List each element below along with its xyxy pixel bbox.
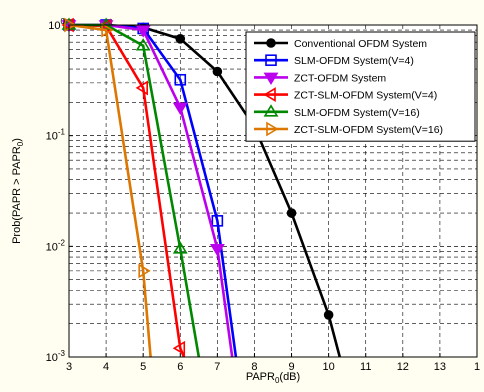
legend: Conventional OFDM System SLM-OFDM System(…: [245, 31, 476, 142]
legend-entry: ZCT-SLM-OFDM System(V=4): [254, 87, 437, 103]
data-point: [174, 73, 187, 86]
x-axis-label-main: PAPR: [246, 371, 275, 383]
legend-entry: SLM-OFDM System(V=4): [254, 54, 414, 67]
legend-marker: [265, 54, 277, 67]
data-point: [172, 340, 186, 356]
data-point: [175, 34, 186, 44]
x-tick-label: 3: [66, 361, 72, 373]
y-axis-label-main: Prob(PAPR > PAPR: [11, 146, 23, 244]
legend-entry: SLM-OFDM System(V=16): [254, 104, 420, 119]
data-point: [172, 241, 188, 254]
data-point: [323, 310, 334, 320]
y-axis-label-end: ): [11, 138, 23, 142]
x-tick-label: 11: [360, 361, 371, 373]
y-tick-label: 10-2: [46, 238, 66, 253]
legend-entry: Conventional OFDM System: [254, 38, 427, 50]
x-tick-label: 6: [177, 361, 183, 373]
legend-marker: [263, 87, 276, 103]
y-tick-label: 100: [48, 17, 65, 32]
data-point: [135, 38, 151, 51]
x-tick-label: 9: [288, 361, 294, 373]
x-tick-label: 5: [140, 361, 146, 373]
legend-label: ZCT-SLM-OFDM System(V=4): [294, 90, 437, 102]
x-tick-label: 1: [474, 361, 480, 373]
x-axis-label-unit: (dB): [279, 371, 300, 383]
x-axis-label-sub: 0: [275, 376, 280, 385]
data-point: [138, 263, 151, 279]
x-tick-label: 10: [323, 361, 335, 373]
legend-entry: ZCT-SLM-OFDM System(V=16): [254, 121, 443, 137]
legend-box: [245, 31, 476, 142]
series-line: [68, 23, 152, 358]
legend-marker: [263, 72, 279, 85]
data-point: [172, 102, 188, 115]
data-point: [211, 215, 224, 227]
y-axis-label: Prob(PAPR > PAPR0): [11, 138, 25, 244]
x-tick-label: 13: [434, 361, 446, 373]
y-tick-label: 10-3: [46, 349, 66, 364]
legend-marker: [263, 104, 279, 117]
legend-marker: [266, 121, 279, 137]
data-point: [212, 66, 223, 77]
legend-label: SLM-OFDM System(V=4): [294, 55, 414, 67]
data-point: [64, 17, 77, 33]
data-point: [209, 243, 225, 257]
data-point: [135, 80, 148, 96]
x-axis-label: PAPR0(dB): [246, 371, 300, 385]
x-tick-labels: 3 4 5 6 7 8 9 10 11 12 13 1: [66, 353, 480, 373]
legend-entry: ZCT-OFDM System: [254, 72, 386, 85]
y-axis-label-sub: 0: [16, 141, 25, 146]
legend-label: Conventional OFDM System: [294, 38, 427, 50]
legend-marker: [266, 38, 276, 48]
y-tick-label: 10-1: [46, 128, 66, 143]
plot-frame: [68, 24, 478, 358]
data-point: [286, 208, 297, 218]
data-point: [101, 22, 114, 38]
legend-label: ZCT-OFDM System: [294, 72, 386, 84]
x-tick-label: 12: [397, 361, 409, 373]
x-tick-label: 8: [251, 361, 257, 373]
legend-label: SLM-OFDM System(V=16): [294, 107, 420, 119]
data-point: [135, 25, 151, 38]
y-tick-labels: 100 10-1 10-2 10-3: [46, 17, 73, 364]
legend-label: ZCT-SLM-OFDM System(V=16): [294, 124, 443, 136]
x-tick-label: 4: [103, 361, 109, 373]
series-6: [64, 17, 152, 358]
x-tick-label: 7: [214, 361, 220, 373]
